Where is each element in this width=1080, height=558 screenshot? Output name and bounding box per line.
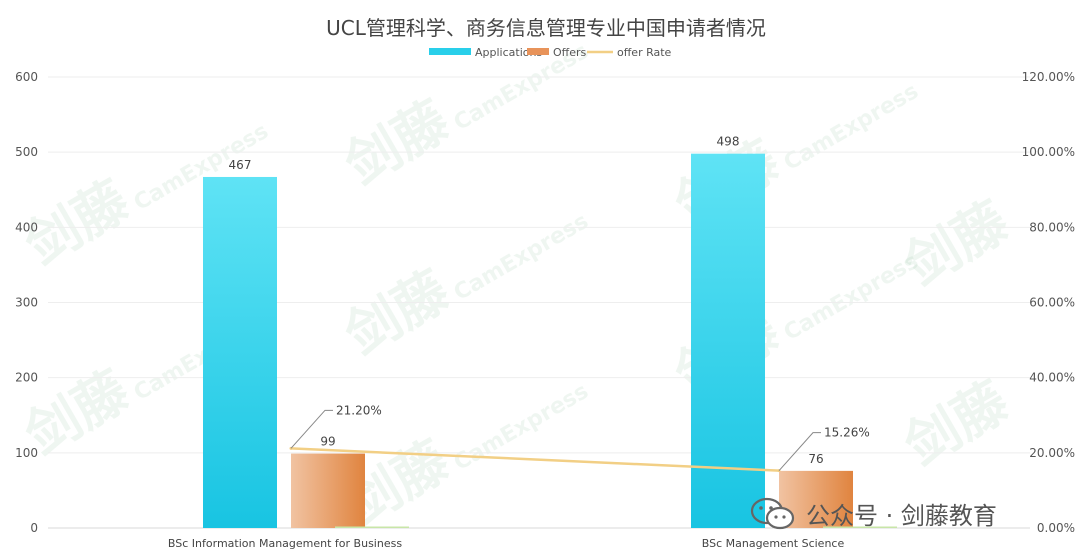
- bar-value-label: 76: [808, 452, 823, 466]
- legend: Applications Offers offer Rate: [429, 46, 672, 59]
- legend-swatch: [429, 48, 471, 55]
- legend-swatch: [527, 48, 549, 55]
- y-left-tick-label: 500: [15, 145, 38, 159]
- y-left-tick-label: 100: [15, 446, 38, 460]
- rate-label: 21.20%: [336, 403, 382, 417]
- y-axis-left: 0 100 200 300 400 500 600: [15, 70, 38, 535]
- bar-stub: [823, 526, 897, 528]
- y-axis-right: 0.00% 20.00% 40.00% 60.00% 80.00% 100.00% 120.…: [1022, 70, 1075, 535]
- x-tick-label: BSc Information Management for Business: [168, 537, 402, 550]
- y-right-tick-label: 20.00%: [1029, 446, 1075, 460]
- y-right-tick-label: 80.00%: [1029, 220, 1075, 234]
- y-right-tick-label: 0.00%: [1037, 521, 1075, 535]
- y-right-tick-label: 100.00%: [1022, 145, 1075, 159]
- y-left-tick-label: 0: [30, 521, 38, 535]
- legend-label: Applications: [475, 46, 542, 59]
- x-axis: BSc Information Management for Business B…: [168, 537, 845, 550]
- y-left-tick-label: 200: [15, 371, 38, 385]
- rate-line: 21.20% 15.26%: [289, 403, 870, 473]
- rate-label-leader: [290, 409, 333, 449]
- y-left-tick-label: 300: [15, 296, 38, 310]
- footer-text: 公众号 · 剑藤教育: [806, 502, 997, 530]
- bar-value-label: 99: [320, 435, 335, 449]
- y-right-tick-label: 60.00%: [1029, 296, 1075, 310]
- bar-applications: [203, 176, 277, 528]
- bar-value-label: 498: [717, 135, 740, 149]
- footer: 公众号 · 剑藤教育: [750, 496, 997, 531]
- rate-label-leader: [778, 432, 821, 471]
- bar-value-label: 467: [229, 158, 252, 172]
- y-right-tick-label: 40.00%: [1029, 371, 1075, 385]
- y-left-tick-label: 600: [15, 70, 38, 84]
- rate-label: 15.26%: [824, 426, 870, 440]
- y-left-tick-label: 400: [15, 220, 38, 234]
- x-tick-label: BSc Management Science: [702, 537, 845, 550]
- bar-stub: [335, 526, 409, 528]
- chart-title: UCL管理科学、商务信息管理专业中国申请者情况: [326, 16, 766, 40]
- grid: [48, 76, 1030, 529]
- y-right-tick-label: 120.00%: [1022, 70, 1075, 84]
- wechat-icon: [750, 497, 795, 529]
- bar-offers: [291, 453, 365, 528]
- bar-applications: [691, 153, 765, 529]
- bars: 467 99 498 76: [203, 135, 897, 529]
- legend-label: Offers: [553, 46, 587, 59]
- legend-label: offer Rate: [617, 46, 672, 59]
- rate-line-path: [290, 447, 780, 472]
